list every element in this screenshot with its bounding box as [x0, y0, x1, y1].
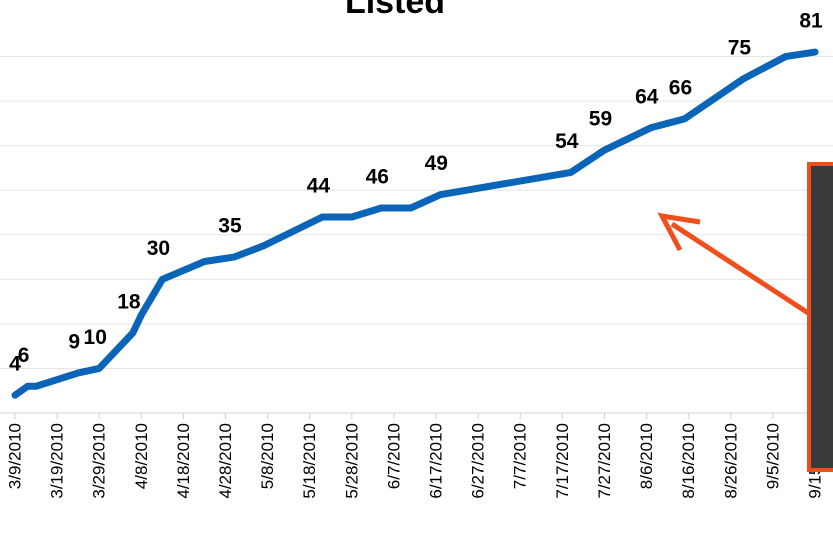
data-label: 81 — [799, 10, 823, 33]
data-label: 59 — [589, 108, 612, 131]
data-label: 9 — [68, 330, 80, 353]
data-label: 46 — [366, 166, 389, 189]
data-label: 64 — [635, 85, 659, 108]
data-label: 30 — [147, 237, 170, 260]
data-label: 44 — [307, 175, 331, 198]
data-label: 35 — [218, 215, 242, 238]
data-label: 18 — [117, 290, 141, 313]
x-tick-label: 6/27/2010 — [469, 423, 488, 499]
x-tick-label: 6/17/2010 — [427, 423, 446, 499]
x-tick-label: 3/9/2010 — [5, 423, 24, 489]
x-tick-label: 8/26/2010 — [721, 423, 740, 499]
x-tick-label: 5/8/2010 — [258, 423, 277, 489]
data-label: 6 — [18, 344, 30, 367]
x-tick-label: 7/17/2010 — [553, 423, 572, 499]
x-tick-label: 5/18/2010 — [300, 423, 319, 499]
chart-title: Listed — [345, 0, 445, 21]
x-tick-label: 4/8/2010 — [132, 423, 151, 489]
data-label: 10 — [84, 326, 107, 349]
arrow — [670, 221, 824, 325]
x-tick-label: 7/27/2010 — [595, 423, 614, 499]
data-label: 54 — [555, 130, 579, 153]
plot: 3/9/2010 3/19/2010 3/29/2010 4/8/2010 4/18/2… — [0, 10, 833, 499]
data-label: 49 — [425, 152, 448, 175]
x-tick-label: 4/28/2010 — [216, 423, 235, 499]
x-tick-label: 3/29/2010 — [90, 423, 109, 499]
x-tick-label: 9/5/2010 — [763, 423, 782, 489]
data-label: 66 — [669, 76, 692, 99]
x-tick-label: 3/19/2010 — [48, 423, 67, 499]
x-tick-label: 7/7/2010 — [511, 423, 530, 489]
x-tick-label: 8/16/2010 — [679, 423, 698, 499]
data-label: 4 — [9, 353, 21, 376]
line — [11, 48, 819, 399]
x-tick-label: 4/18/2010 — [174, 423, 193, 499]
callout-box — [807, 162, 833, 472]
x-tick-label: 6/7/2010 — [384, 423, 403, 489]
x-tick-label: 5/28/2010 — [342, 423, 361, 499]
x-tick-label: 8/6/2010 — [637, 423, 656, 489]
arrow-head — [657, 212, 701, 252]
data-label: 75 — [728, 36, 752, 59]
